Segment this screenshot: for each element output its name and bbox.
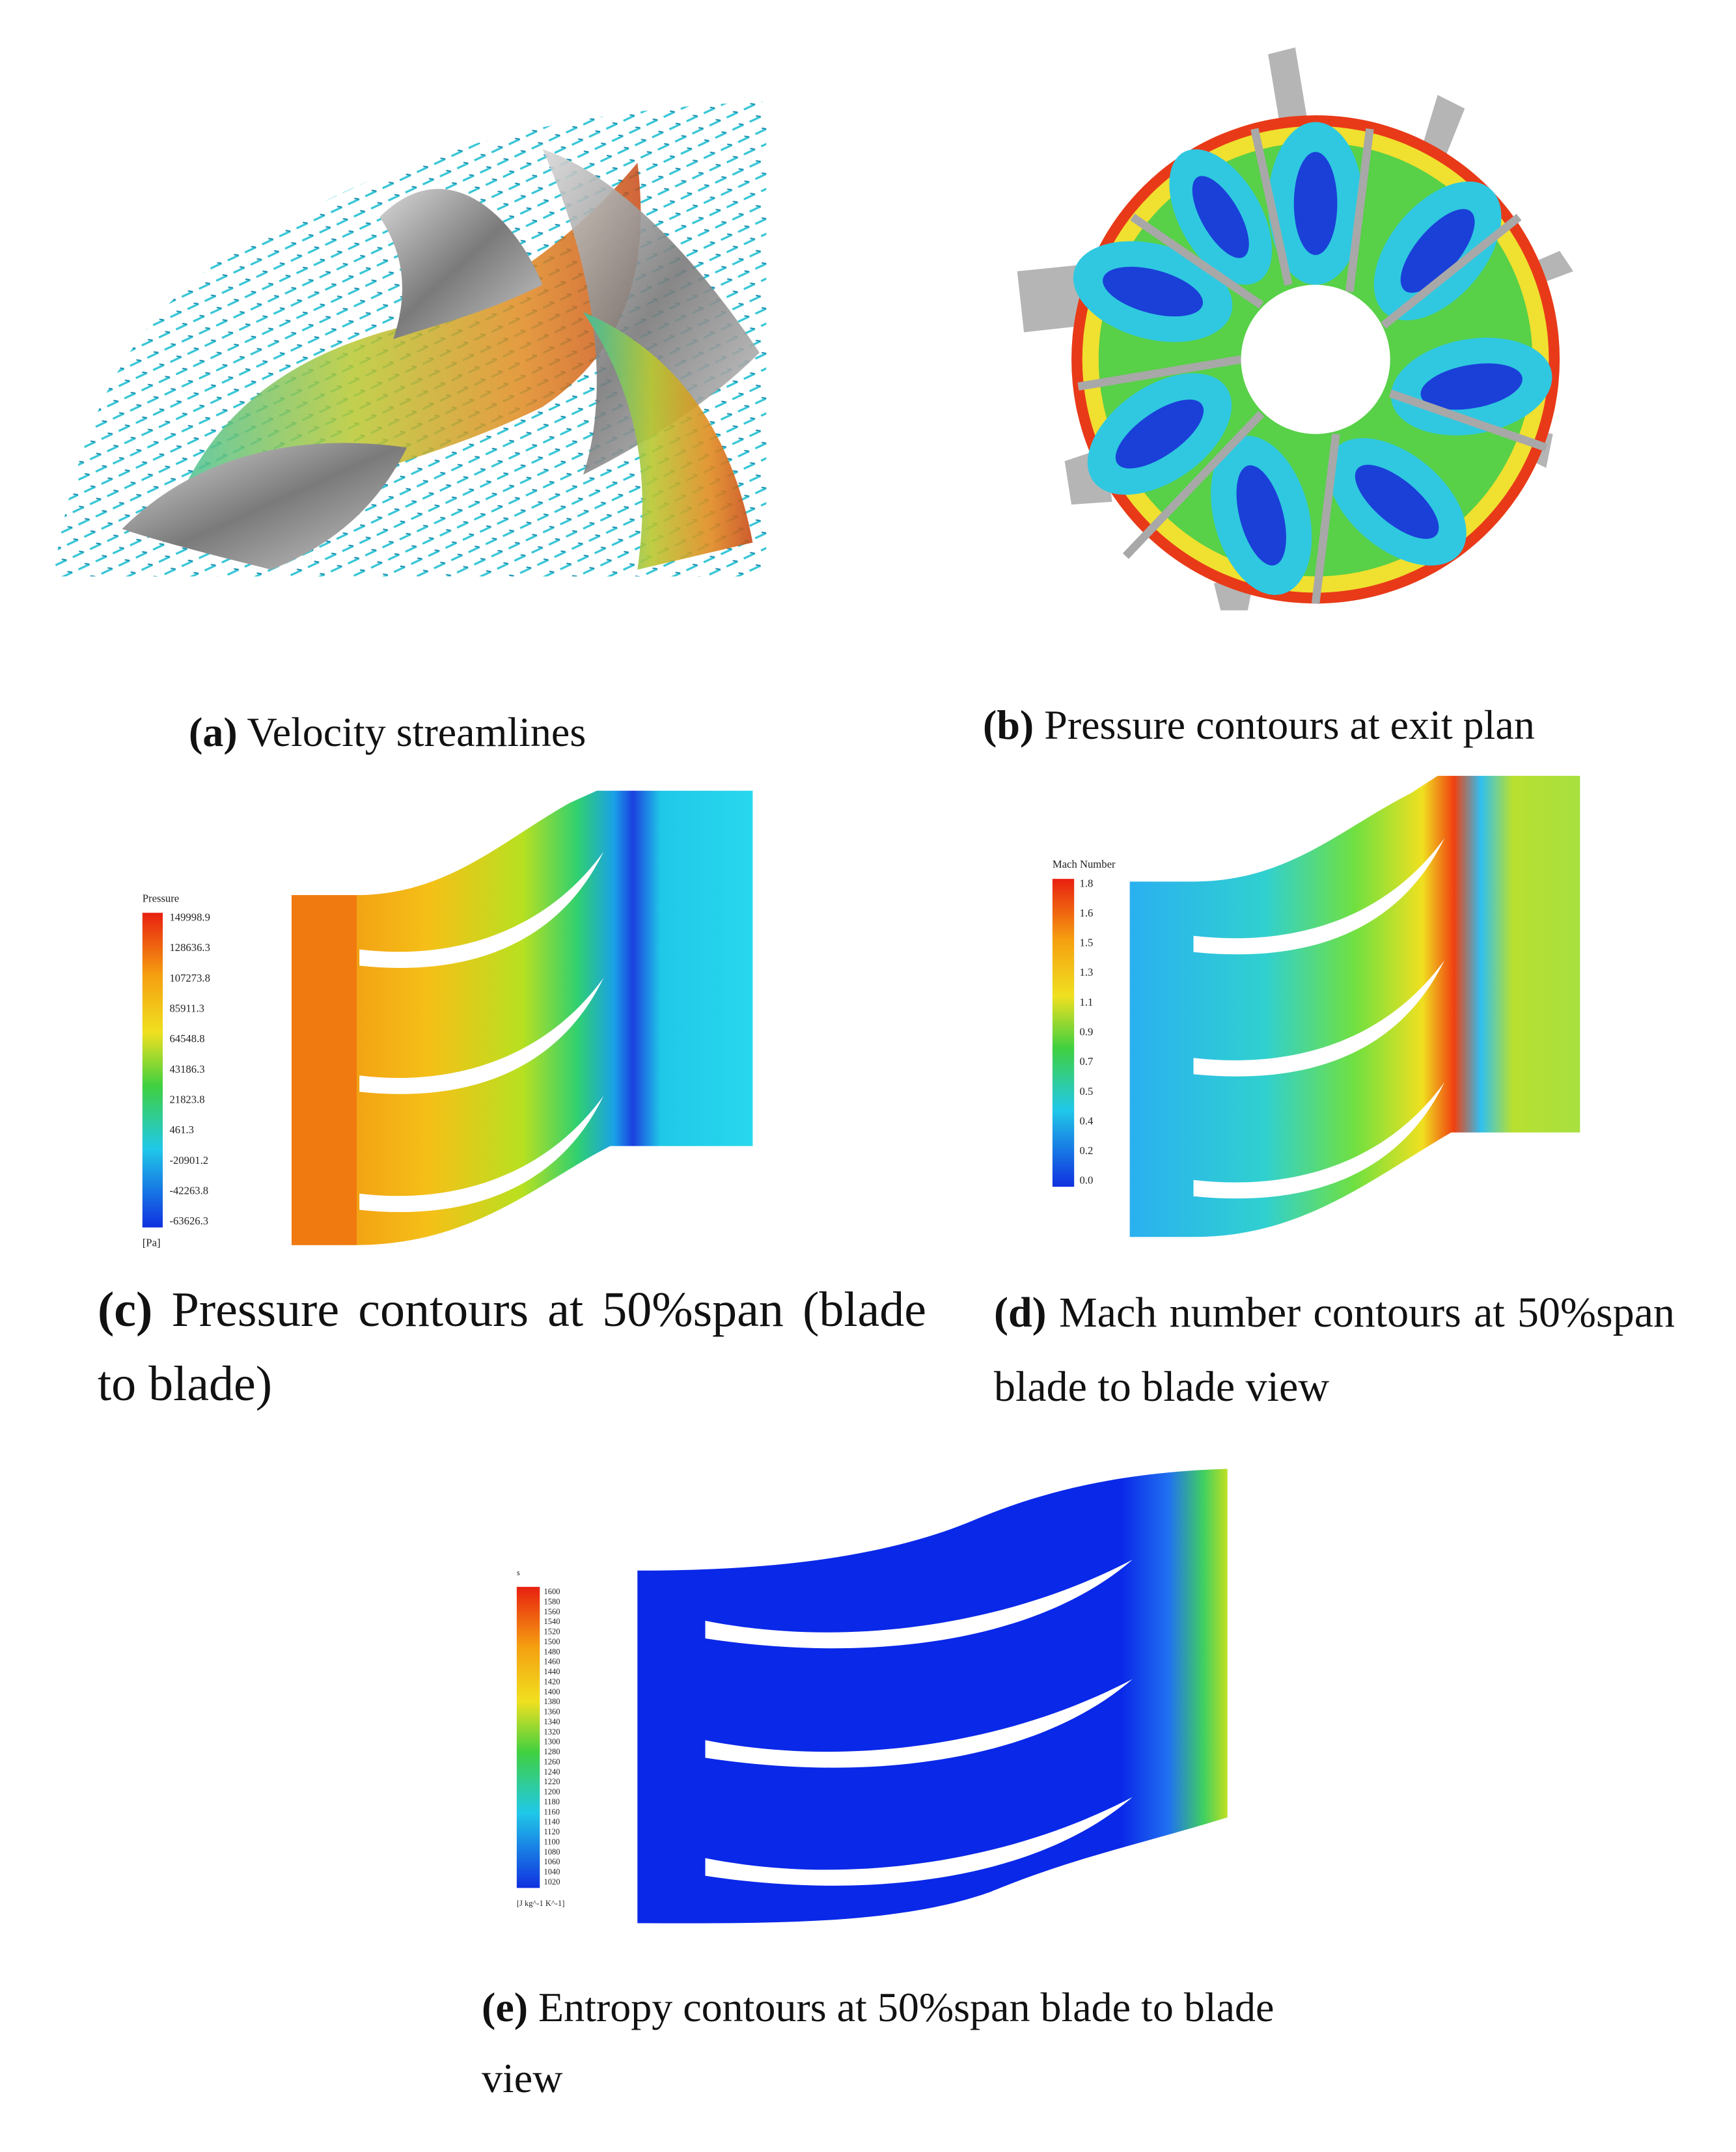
legend-level: 1460 [544,1657,560,1666]
legend-level: 1040 [544,1868,560,1877]
legend-unit: [J kg^-1 K^-1] [517,1899,565,1908]
caption: (e) Entropy contours at 50%span blade to… [482,1972,1328,2114]
legend-level: 1100 [544,1837,560,1846]
legend-level: 107273.8 [169,972,210,984]
legend-level: 1260 [544,1757,560,1766]
legend-level: 1060 [544,1857,560,1866]
caption-label: (b) [983,702,1034,748]
caption: (d) Mach number contours at 50%span blad… [994,1276,1675,1424]
legend-level: 0.9 [1080,1025,1094,1038]
legend-level: -42263.8 [169,1184,208,1196]
legend-level: 1280 [544,1747,560,1756]
blade [542,149,760,475]
legend-level: 1.5 [1080,937,1094,949]
blade [379,189,543,339]
colorbar [516,1586,540,1888]
legend-level: 1600 [544,1587,560,1596]
legend-level: 1520 [544,1627,560,1636]
legend-level: 1.1 [1080,996,1094,1008]
legend-level: 0.4 [1080,1114,1094,1127]
legend-labels: Pressure 149998.9 128636.3 107273.8 85911.3 6… [143,858,1116,1908]
legend-level: 1220 [544,1777,560,1786]
legend-level: 0.2 [1080,1144,1094,1157]
legend-level: 21823.8 [169,1093,204,1105]
legend-title: Mach Number [1053,858,1116,870]
legend-level: 1120 [544,1827,560,1836]
low-pressure-lobes [1073,122,1552,595]
legend-level: 43186.3 [169,1063,204,1075]
spokes [1077,128,1548,604]
legend-level: 1580 [544,1597,560,1606]
legend-level: 1400 [544,1687,560,1696]
legend-level: 85911.3 [169,1002,204,1014]
caption-label: (d) [994,1289,1047,1336]
legend-level: 1360 [544,1707,560,1717]
blade [122,443,407,570]
legend-level: 0.0 [1080,1174,1094,1187]
caption: (b) Pressure contours at exit plan [983,693,1535,757]
colorbar [142,913,163,1228]
legend-level: 1.3 [1080,966,1094,978]
artwork: Pressure 149998.9 128636.3 107273.8 85911.3 6… [54,47,1580,1924]
caption-text: Velocity streamlines [247,709,586,755]
hub [1241,284,1390,434]
panel-c-image [142,790,753,1245]
caption-text: Pressure contours at 50%span (blade to b… [98,1282,927,1411]
legend-level: 0.5 [1080,1085,1094,1097]
legend-level: 128636.3 [169,941,210,954]
legend-level: 1240 [544,1767,560,1776]
legend-level: 1380 [544,1697,560,1706]
blades [705,1560,1133,1886]
legend-level: 1300 [544,1737,560,1746]
legend-level: 1200 [544,1787,560,1797]
legend-level: 149998.9 [169,911,210,923]
legend-level: 64548.8 [169,1032,204,1045]
panel-b-image [1017,47,1573,611]
legend-level: 1480 [544,1647,560,1656]
legend-level: 0.7 [1080,1055,1094,1068]
legend-level: 1.8 [1080,877,1094,889]
legend-level: 1160 [544,1807,560,1816]
legend-level: -63626.3 [169,1215,208,1227]
caption-text: Pressure contours at exit plan [1044,702,1535,748]
colorbar [1052,879,1075,1187]
blades [1193,838,1445,1199]
caption: (c) Pressure contours at 50%span (blade … [98,1273,926,1421]
legend-level: 461.3 [169,1124,193,1136]
legend-level: -20901.2 [169,1154,208,1166]
legend-level: 1420 [544,1677,560,1686]
legend-title: s [517,1568,520,1577]
caption-label: (a) [189,709,238,755]
panel-a-image [54,102,767,577]
legend-level: 1560 [544,1607,560,1616]
legend-level: 1440 [544,1667,560,1676]
blades [359,851,604,1213]
panel-e-image [516,1469,1228,1924]
legend-level: 1140 [544,1817,560,1827]
legend-unit: [Pa] [143,1236,161,1248]
panel-d-image [1052,775,1580,1237]
legend-level: 1080 [544,1847,560,1856]
legend-level: 1540 [544,1617,560,1626]
streamlines [583,312,753,570]
caption-text: Mach number contours at 50%span blade to… [994,1289,1675,1411]
caption-label: (e) [482,1984,529,2030]
caption-label: (c) [98,1282,153,1337]
legend-level: 1320 [544,1727,560,1736]
legend-title: Pressure [143,892,179,904]
passage [291,790,753,1245]
legend-level: 1180 [544,1797,560,1806]
passage [637,1469,1228,1924]
caption: (a) Velocity streamlines [189,700,586,764]
inlet [291,895,357,1245]
caption-text: Entropy contours at 50%span blade to bla… [482,1984,1274,2101]
legend-level: 1500 [544,1637,560,1646]
legend-level: 1020 [544,1877,560,1886]
legend-level: 1.6 [1080,907,1094,919]
legend-level: 1340 [544,1717,560,1726]
passage [1129,775,1580,1237]
streamlines [163,163,641,543]
